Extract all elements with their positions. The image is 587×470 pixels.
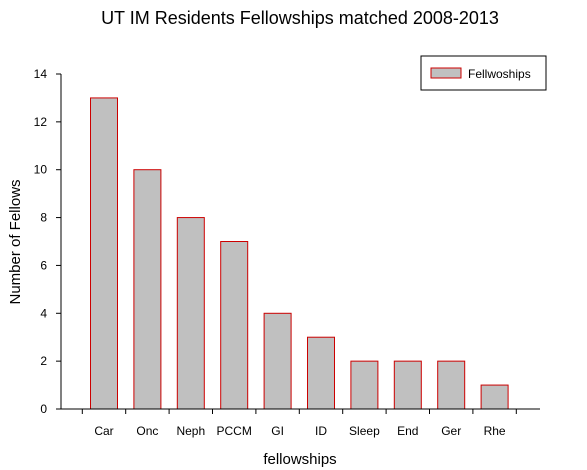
- x-tick-label: PCCM: [217, 424, 252, 438]
- y-tick-label: 14: [34, 67, 48, 81]
- y-tick-label: 10: [34, 163, 48, 177]
- x-tick-label: Car: [94, 424, 113, 438]
- x-tick-label: GI: [271, 424, 284, 438]
- x-tick-label: Sleep: [349, 424, 380, 438]
- bar-end: [393, 360, 422, 410]
- x-tick-label: ID: [315, 424, 327, 438]
- y-tick-label: 12: [34, 115, 48, 129]
- bar-sleep: [350, 360, 379, 410]
- x-tick-label: Ger: [441, 424, 461, 438]
- legend-label: Fellwoships: [468, 67, 531, 81]
- y-tick-label: 6: [40, 258, 47, 272]
- x-tick-label: Neph: [176, 424, 205, 438]
- y-tick-label: 4: [40, 306, 47, 320]
- legend: Fellwoships: [420, 55, 547, 91]
- y-tick-label: 8: [40, 211, 47, 225]
- bar-gi: [263, 312, 292, 410]
- x-axis-label: fellowships: [263, 451, 336, 468]
- chart-title: UT IM Residents Fellowships matched 2008…: [101, 8, 499, 28]
- bar-rhe: [480, 384, 509, 410]
- bar-car: [90, 97, 118, 410]
- bar-id: [307, 336, 335, 410]
- x-tick-label: Rhe: [484, 424, 506, 438]
- bars-layer: [90, 97, 509, 410]
- axes-layer: Car Onc Neph PCCM GI ID Sleep End Ger Rhe 0 2 4 6 8 10 1…: [34, 67, 540, 438]
- bar-onc: [133, 169, 162, 410]
- y-axis-label: Number of Fellows: [7, 179, 24, 304]
- bar-neph: [176, 217, 205, 410]
- y-tick-label: 0: [40, 402, 47, 416]
- bar-ger: [437, 360, 466, 410]
- bar-pccm: [220, 241, 249, 410]
- x-tick-label: End: [397, 424, 418, 438]
- legend-swatch: [430, 67, 462, 79]
- x-tick-label: Onc: [136, 424, 158, 438]
- y-tick-label: 2: [40, 354, 47, 368]
